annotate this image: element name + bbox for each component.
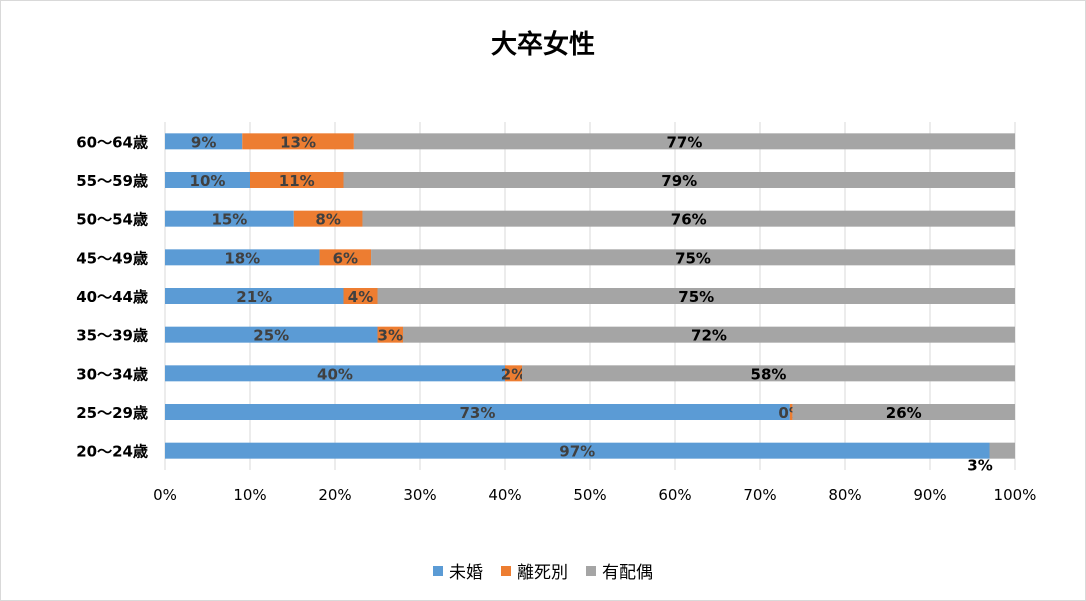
bar-segment (165, 442, 990, 459)
x-tick-label: 20% (318, 486, 351, 504)
bar-segment (989, 442, 1015, 459)
category-label: 30～34歳 (76, 365, 148, 383)
bar-segment (522, 365, 1015, 382)
x-tick-label: 80% (828, 486, 861, 504)
legend-swatch (501, 565, 511, 576)
legend-item: 未婚 (433, 558, 483, 583)
bar-segment (362, 210, 1016, 227)
legend-swatch (433, 565, 443, 576)
bar-segment (377, 326, 403, 343)
x-tick-label: 90% (913, 486, 946, 504)
bar-segment (792, 404, 1015, 420)
x-tick-label: 70% (743, 486, 776, 504)
legend-swatch (586, 565, 596, 576)
data-label: 58% (751, 365, 787, 383)
data-label: 25% (253, 327, 289, 345)
x-tick-label: 30% (403, 486, 436, 504)
legend-label: 有配偶 (602, 563, 653, 583)
category-label: 35～39歳 (76, 327, 148, 345)
category-label: 40～44歳 (76, 288, 148, 306)
x-tick-label: 50% (573, 486, 606, 504)
bar-segment (165, 404, 790, 420)
bar-segment (789, 404, 793, 420)
bar-segment (165, 288, 344, 304)
data-label: 3% (378, 327, 403, 345)
data-label: 18% (224, 249, 260, 267)
bar-segment (165, 210, 294, 227)
category-label: 60～64歳 (76, 133, 148, 151)
legend: 未婚 離死別 有配偶 (0, 558, 1086, 583)
data-label: 40% (317, 365, 353, 383)
bar-segment (242, 133, 354, 150)
data-label: 26% (886, 404, 922, 422)
data-label: 72% (691, 327, 727, 345)
category-label: 55～59歳 (76, 172, 148, 190)
data-label: 75% (678, 288, 714, 306)
bar-segment (319, 249, 372, 266)
category-label: 50～54歳 (76, 211, 148, 229)
x-tick-label: 40% (488, 486, 521, 504)
data-label: 79% (661, 172, 697, 190)
data-label: 73% (459, 404, 495, 422)
data-label: 2% (501, 365, 526, 383)
bar-segment (293, 210, 363, 227)
data-label: 3% (967, 457, 992, 475)
bar-segment (505, 365, 522, 382)
bar-segment (343, 172, 1015, 188)
bar-segment (165, 133, 243, 150)
bar-segment (165, 365, 505, 382)
chart-title: 大卒女性 (490, 30, 595, 60)
category-label: 45～49歳 (76, 249, 148, 267)
x-tick-label: 60% (658, 486, 691, 504)
bar-segment (343, 288, 378, 304)
data-label: 21% (236, 288, 272, 306)
data-label: 76% (671, 211, 707, 229)
data-label: 11% (279, 172, 315, 190)
bar-segment (377, 288, 1015, 304)
category-label: 25～29歳 (76, 404, 148, 422)
data-label: 15% (211, 211, 247, 229)
bar-segment (250, 172, 344, 188)
bar-segment (353, 133, 1015, 150)
data-label: 6% (333, 249, 358, 267)
legend-item: 有配偶 (586, 558, 653, 583)
category-label: 20～24歳 (76, 443, 148, 461)
legend-item: 離死別 (501, 558, 568, 583)
legend-label: 未婚 (449, 563, 483, 583)
bar-segment (403, 326, 1015, 343)
x-tick-label: 100% (994, 486, 1037, 504)
data-label: 13% (280, 133, 316, 151)
data-label: 97% (559, 443, 595, 461)
data-label: 75% (675, 249, 711, 267)
x-tick-label: 10% (233, 486, 266, 504)
bar-segment (165, 249, 320, 266)
bar-segment (165, 172, 250, 188)
data-label: 4% (348, 288, 373, 306)
data-label: 10% (190, 172, 226, 190)
bar-segment (371, 249, 1015, 266)
data-label: 8% (315, 211, 340, 229)
bar-segment (165, 326, 378, 343)
data-label: 9% (191, 133, 216, 151)
x-tick-label: 0% (153, 486, 177, 504)
data-label: 77% (666, 133, 702, 151)
legend-label: 離死別 (517, 563, 568, 583)
